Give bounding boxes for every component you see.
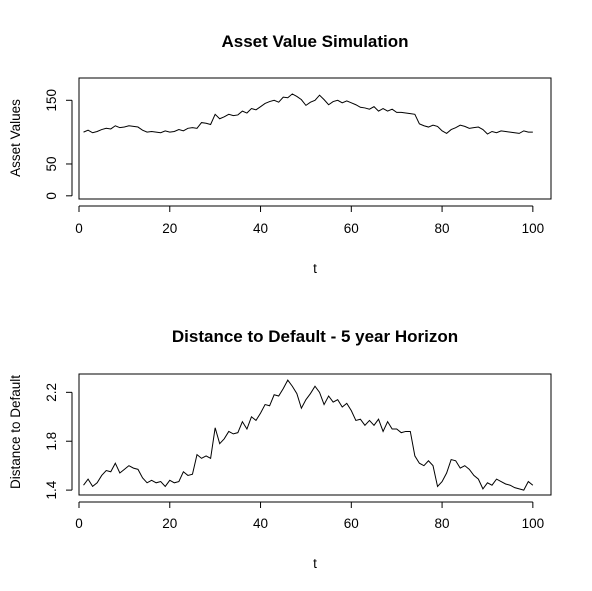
x-tick-label: 40 xyxy=(253,221,268,236)
chart-title: Asset Value Simulation xyxy=(221,32,408,51)
x-tick-label: 60 xyxy=(344,221,359,236)
chart-title: Distance to Default - 5 year Horizon xyxy=(172,327,458,346)
x-tick-label: 0 xyxy=(75,516,83,531)
x-tick-label: 0 xyxy=(75,221,83,236)
plot-frame xyxy=(78,77,552,200)
plot-frame xyxy=(78,373,552,496)
x-tick-label: 100 xyxy=(522,221,545,236)
y-tick-label: 0 xyxy=(44,192,59,200)
x-axis: 0 20 40 60 80 100 xyxy=(75,501,545,531)
y-tick-label: 1.4 xyxy=(44,480,59,499)
x-tick-label: 60 xyxy=(344,516,359,531)
asset-value-panel: Asset Value Simulation 0 20 40 60 80 100 0 50 1… xyxy=(8,32,552,276)
y-axis: 1.4 1.8 2.2 xyxy=(44,383,73,500)
y-tick-label: 150 xyxy=(44,89,59,112)
y-axis-label: Distance to Default xyxy=(8,375,23,489)
y-tick-label: 1.8 xyxy=(44,432,59,451)
x-tick-label: 80 xyxy=(435,516,450,531)
x-axis-label: t xyxy=(313,261,317,276)
x-tick-label: 100 xyxy=(522,516,545,531)
distance-to-default-line xyxy=(83,379,534,491)
y-axis: 0 50 150 xyxy=(44,89,73,200)
y-tick-label: 2.2 xyxy=(44,383,59,402)
x-tick-label: 40 xyxy=(253,516,268,531)
asset-value-line xyxy=(83,93,533,135)
x-axis-label: t xyxy=(313,556,317,571)
y-tick-label: 50 xyxy=(44,156,59,171)
x-tick-label: 20 xyxy=(162,516,177,531)
distance-to-default-panel: Distance to Default - 5 year Horizon 0 20… xyxy=(8,327,552,571)
x-tick-label: 20 xyxy=(162,221,177,236)
x-axis: 0 20 40 60 80 100 xyxy=(75,205,545,236)
x-tick-label: 80 xyxy=(435,221,450,236)
y-axis-label: Asset Values xyxy=(8,99,23,177)
